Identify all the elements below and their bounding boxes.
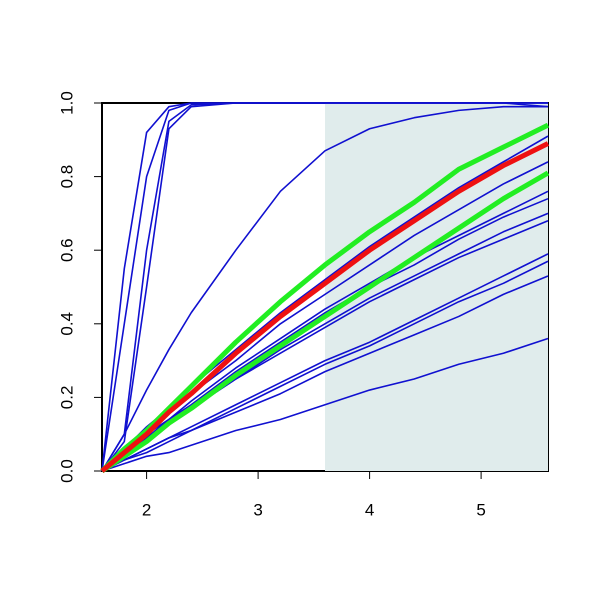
y-tick-label: 0.4 (57, 312, 76, 336)
y-tick-label: 0.8 (57, 165, 76, 189)
y-tick-label: 0.6 (57, 238, 76, 262)
x-tick-label: 4 (365, 500, 374, 519)
y-tick-label: 0.0 (57, 459, 76, 483)
y-tick-label: 1.0 (57, 91, 76, 115)
series-line (100, 170, 550, 474)
series-line (101, 337, 549, 472)
x-tick-label: 2 (142, 500, 151, 519)
series-line (101, 102, 549, 472)
x-tick-label: 3 (253, 500, 262, 519)
series-line (101, 220, 549, 472)
x-tick-label: 5 (476, 500, 485, 519)
y-tick-label: 0.2 (57, 386, 76, 410)
series-line (100, 141, 550, 473)
series-line (101, 105, 548, 472)
series-line (100, 122, 550, 473)
series-line (101, 275, 549, 472)
series-line (101, 135, 549, 472)
series-line (101, 260, 549, 472)
